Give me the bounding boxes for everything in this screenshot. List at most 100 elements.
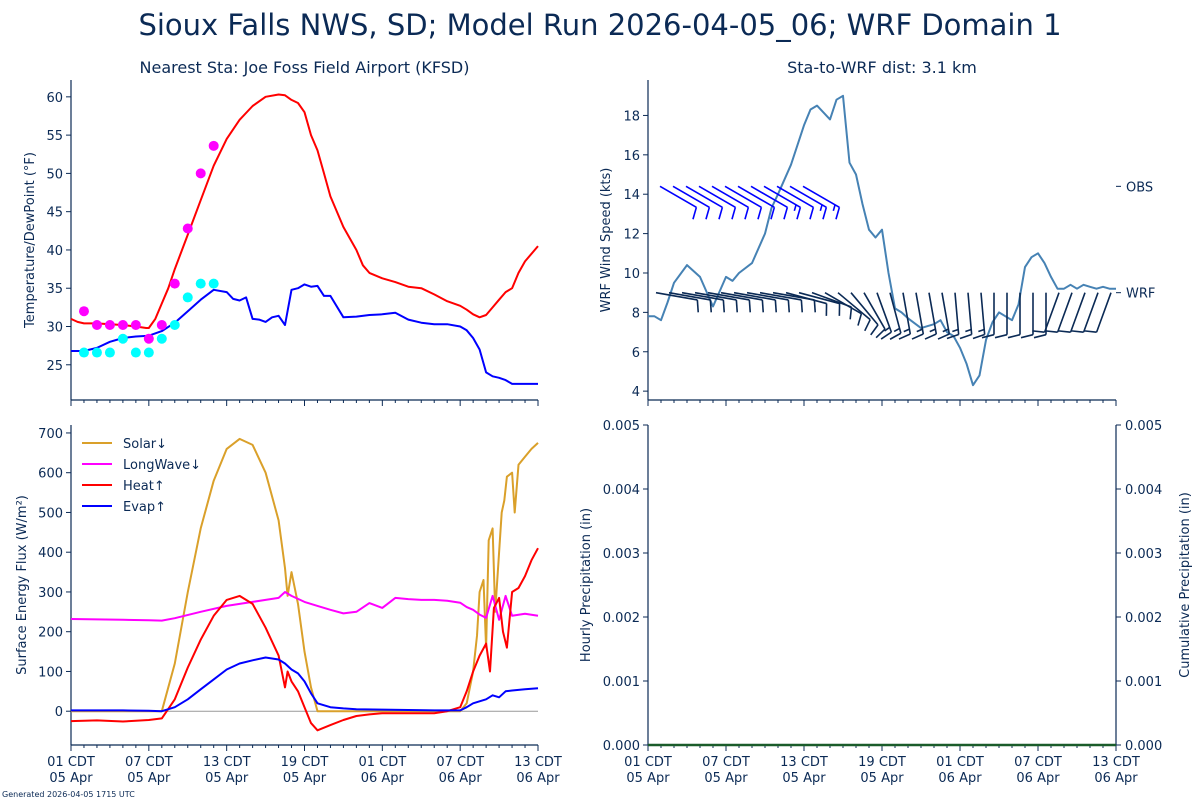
x-tick-label: 19 CDT <box>281 755 329 770</box>
y-tick-label: 700 <box>38 427 63 442</box>
wrf-wind-barb <box>746 291 791 313</box>
y-tick-label: 40 <box>46 244 63 259</box>
barb-staff <box>681 291 724 301</box>
barb-full-flag <box>761 299 765 313</box>
y-tick-label: 10 <box>623 267 640 282</box>
barb-half-flag <box>893 327 900 333</box>
x-tick-label-date: 06 Apr <box>439 771 483 786</box>
barb-full-flag <box>800 299 804 313</box>
y-tick-label: 16 <box>623 149 640 164</box>
wrf-wind-barb <box>1007 292 1021 339</box>
wrf-wind-barb <box>759 291 804 313</box>
barb-full-flag <box>937 333 950 340</box>
barb-staff <box>798 291 840 305</box>
wrf-row-label: WRF <box>1126 287 1155 302</box>
obs-wind-barb <box>789 185 828 220</box>
barb-staff <box>785 291 827 305</box>
x-tick-label-date: 05 Apr <box>283 771 327 786</box>
x-tick-label: 01 CDT <box>624 755 672 770</box>
x-tick-label: 01 CDT <box>358 755 406 770</box>
barb-staff <box>659 185 697 209</box>
panel-1: 4 6 8 10 12 14 16 18 WRF Wind Speed (kts) OBS WRF <box>599 80 1155 406</box>
y-right-tick-label: 0.003 <box>1125 547 1162 562</box>
obs-temperature-point <box>195 168 206 179</box>
barb-staff <box>733 291 776 301</box>
x-tick-label-date: 05 Apr <box>205 771 249 786</box>
y-tick-label: 0 <box>55 705 63 720</box>
wrf-wind-barb <box>720 291 765 313</box>
x-tick-label: 01 CDT <box>47 755 95 770</box>
barb-staff <box>1082 292 1099 333</box>
wrf-wind-barb <box>1071 292 1099 333</box>
wrf-temperature-line <box>70 93 539 329</box>
y-tick-label: 0.005 <box>603 419 640 434</box>
barb-full-flag <box>809 207 815 220</box>
y-tick-label: 35 <box>46 282 63 297</box>
y-right-tick-label: 0.004 <box>1125 483 1162 498</box>
x-tick-label: 13 CDT <box>203 755 251 770</box>
barb-full-flag <box>1071 330 1084 333</box>
y-tick-label: 0.004 <box>603 483 640 498</box>
y-tick-label: 45 <box>46 206 63 221</box>
barb-full-flag <box>757 207 763 220</box>
barb-full-flag <box>796 207 802 220</box>
wrf-wind-barb <box>946 292 960 340</box>
wrf-wind-barb <box>889 292 902 340</box>
barb-full-flag <box>1007 333 1021 339</box>
x-tick-label-date: 05 Apr <box>49 771 93 786</box>
evap-line <box>71 656 539 713</box>
barb-staff <box>746 291 789 301</box>
obs-dewpoint-point <box>143 347 154 358</box>
barb-staff <box>672 185 710 209</box>
wrf-wind-barb <box>733 291 778 313</box>
barb-full-flag <box>959 333 972 340</box>
wrf-wind-barb <box>937 292 951 340</box>
obs-row-label: OBS <box>1126 180 1153 195</box>
barb-staff <box>902 292 912 335</box>
barb-staff <box>685 185 723 209</box>
barb-staff <box>711 185 749 209</box>
wrf-wind-barb <box>837 292 871 332</box>
wrf-wind-barb <box>668 291 713 313</box>
right-panel-title: Sta-to-WRF dist: 3.1 km <box>787 58 977 77</box>
obs-wind-barb <box>737 185 776 220</box>
panel-0: 25 30 35 40 45 50 55 60 Temperature/DewPoint (°F… <box>23 80 539 406</box>
barb-staff <box>724 185 762 209</box>
obs-wind-barb <box>802 185 841 220</box>
barb-staff <box>837 292 871 321</box>
y-tick-label: 60 <box>46 91 63 106</box>
wrf-wind-barb <box>911 292 925 340</box>
barb-staff <box>776 185 814 209</box>
barb-full-flag <box>875 328 886 339</box>
y-tick-label: 600 <box>38 467 63 482</box>
wrf-wind-barb <box>694 291 739 313</box>
barb-staff <box>707 291 750 301</box>
obs-temperature-point <box>91 319 102 330</box>
barb-full-flag <box>748 299 752 313</box>
barb-full-flag <box>718 207 724 220</box>
barb-staff <box>980 292 986 335</box>
barb-staff <box>668 291 711 301</box>
y-tick-label: 55 <box>46 129 63 144</box>
x-tick-label-date: 06 Apr <box>1094 771 1138 786</box>
wrf-wind-barb <box>863 292 886 339</box>
obs-temperature-point <box>130 319 141 330</box>
barb-full-flag <box>857 313 863 326</box>
wrf-wind-barb <box>1084 292 1112 333</box>
obs-wind-barb <box>750 185 789 220</box>
legend-label: Solar↓ <box>123 437 167 452</box>
barb-half-flag <box>832 204 836 212</box>
y-tick-label: 18 <box>623 109 640 124</box>
barb-staff <box>889 292 902 334</box>
wrf-wind-barb <box>655 291 700 313</box>
y-tick-label: 30 <box>46 321 63 336</box>
barb-full-flag <box>1045 330 1058 333</box>
y-axis-label: Hourly Precipitation (in) <box>579 508 594 662</box>
barb-staff <box>863 292 886 330</box>
wrf-wind-barb <box>924 292 938 340</box>
x-tick-label: 07 CDT <box>125 755 173 770</box>
y-tick-label: 300 <box>38 586 63 601</box>
barb-half-flag <box>819 204 823 212</box>
